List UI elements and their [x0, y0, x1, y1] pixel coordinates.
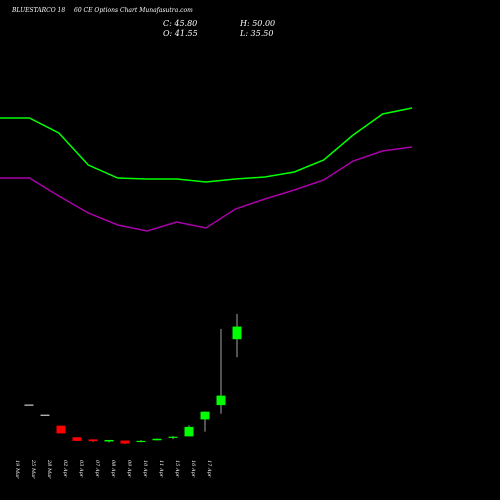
chart-symbol: BLUESTARCO 18 [12, 7, 66, 14]
x-tick-label: 08 Apr [110, 460, 116, 478]
candle-body [136, 440, 146, 443]
indicator-bands [0, 107, 413, 232]
x-tick-label: 07 Apr [94, 460, 100, 478]
candle-body [24, 404, 34, 406]
band-line [0, 107, 413, 183]
candle-body [104, 439, 114, 442]
x-tick-label: 15 Apr [174, 460, 180, 478]
candle-body [184, 426, 194, 437]
x-tick-label: 10 Apr [142, 460, 148, 478]
candle-body [72, 437, 82, 441]
low-value: L: 35.50 [240, 29, 274, 38]
candle-body [216, 395, 226, 406]
chart-title: 60 CE Options Chart Munafasutra.com [74, 7, 193, 14]
band-line [0, 146, 413, 232]
candle-body [200, 411, 210, 420]
x-tick-label: 02 Apr [62, 460, 68, 478]
x-tick-label: 19 Mar [14, 460, 20, 479]
close-value: C: 45.80 [163, 19, 198, 28]
candle-body [232, 326, 242, 340]
candle-body [88, 439, 98, 442]
candle-body [40, 414, 50, 416]
x-tick-label: 09 Apr [126, 460, 132, 478]
high-value: H: 50.00 [240, 19, 276, 28]
candle-body [168, 436, 178, 438]
candlesticks [24, 314, 242, 444]
candle-body [56, 425, 66, 434]
x-tick-label: 16 Apr [190, 460, 196, 478]
x-tick-label: 25 Mar [30, 459, 36, 479]
open-value: O: 41.55 [163, 29, 198, 38]
x-tick-label: 03 Apr [78, 460, 84, 478]
x-tick-label: 17 Apr [206, 460, 212, 478]
x-tick-label: 28 Mar [46, 459, 52, 479]
x-tick-label: 11 Apr [158, 460, 164, 478]
candle-body [120, 440, 130, 444]
x-axis: 19 Mar 25 Mar 28 Mar 02 Apr 03 Apr 07 Apr 08 A… [14, 459, 212, 479]
candle-body [152, 438, 162, 441]
